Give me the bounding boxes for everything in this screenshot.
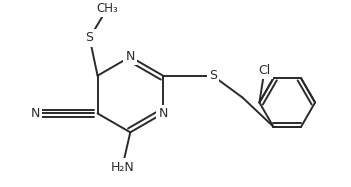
Text: Cl: Cl [258, 64, 271, 77]
Text: N: N [31, 107, 40, 120]
Text: H₂N: H₂N [111, 161, 134, 174]
Text: S: S [86, 31, 94, 44]
Text: N: N [126, 50, 135, 63]
Text: N: N [158, 107, 168, 120]
Text: S: S [209, 69, 217, 82]
Text: CH₃: CH₃ [97, 1, 118, 15]
